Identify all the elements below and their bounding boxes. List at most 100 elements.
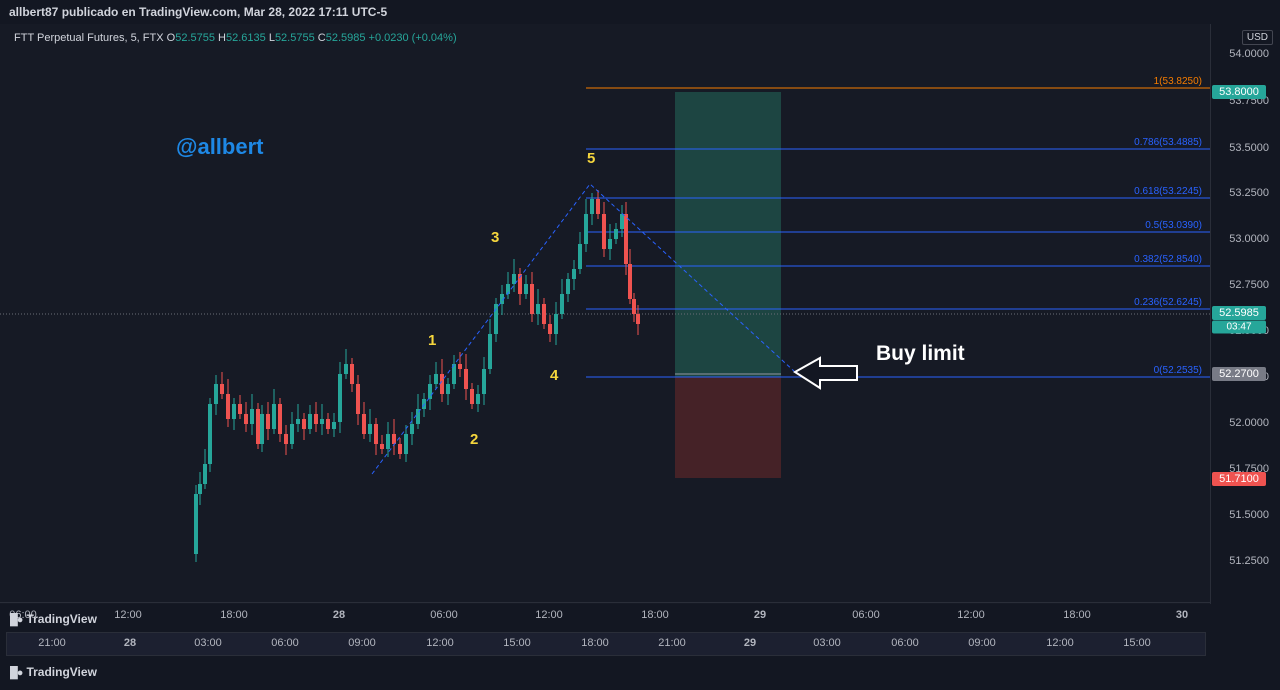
buy-arrow-icon (793, 356, 858, 390)
change-value: +0.0230 (+0.04%) (368, 32, 457, 44)
candle-body (458, 364, 462, 369)
target-zone (675, 92, 781, 377)
candle-body (446, 384, 450, 394)
nav-tick: 15:00 (503, 637, 531, 649)
open-label: O (166, 32, 176, 44)
candle-body (518, 274, 522, 294)
nav-tick: 06:00 (891, 637, 919, 649)
candle-body (464, 369, 468, 389)
wave-label-4: 4 (550, 367, 559, 384)
candle-body (260, 414, 264, 444)
candle-body (272, 404, 276, 429)
chart-pane[interactable]: FTT Perpetual Futures, 5, FTX O52.5755 H… (0, 24, 1280, 621)
low-value: 52.5755 (274, 32, 315, 44)
candle-body (220, 384, 224, 394)
candle-body (308, 414, 312, 429)
navigator-timeline[interactable]: 21:00 28 03:00 06:00 09:00 12:00 15:00 1… (6, 632, 1206, 656)
bar-countdown: 03:47 (1212, 320, 1266, 334)
price-chart-canvas[interactable] (0, 24, 1210, 580)
candle-body (356, 384, 360, 414)
ohlc-legend: FTT Perpetual Futures, 5, FTX O52.5755 H… (14, 32, 457, 44)
candle-body (296, 419, 300, 424)
candle-body (512, 274, 516, 284)
tradingview-footer-logo[interactable]: █● TradingView (10, 665, 97, 679)
fib-label-05: 0.5(53.0390) (1145, 220, 1202, 231)
nav-tick: 29 (743, 637, 757, 649)
candle-body (226, 394, 230, 419)
candle-body (614, 229, 618, 239)
candle-body (398, 444, 402, 454)
candle-body (624, 214, 628, 264)
candle-body (488, 334, 492, 369)
candle-body (250, 409, 254, 424)
stop-price-tag: 51.7100 (1212, 472, 1266, 486)
candle-body (470, 389, 474, 404)
candle-body (428, 384, 432, 399)
nav-tick: 03:00 (813, 637, 841, 649)
nav-tick: 09:00 (968, 637, 996, 649)
candle-body (524, 284, 528, 294)
candle-body (314, 414, 318, 424)
candle-body (320, 419, 324, 424)
price-tick: 53.0000 (1229, 233, 1269, 245)
wave-label-2: 2 (470, 431, 479, 448)
currency-button[interactable]: USD (1241, 30, 1273, 45)
time-tick: 06:00 (852, 609, 880, 621)
candle-body (374, 424, 378, 444)
candle-body (302, 419, 306, 429)
price-tick: 51.2500 (1229, 555, 1269, 567)
tradingview-logo[interactable]: █● TradingView (10, 612, 97, 626)
fib-label-1: 1(53.8250) (1153, 76, 1202, 87)
nav-tick: 18:00 (581, 637, 609, 649)
stop-zone (675, 377, 781, 478)
candle-body (326, 419, 330, 429)
nav-tick: 15:00 (1123, 637, 1151, 649)
time-tick: 18:00 (641, 609, 669, 621)
time-tick: 06:00 (430, 609, 458, 621)
candle-body (494, 304, 498, 334)
candle-body (548, 324, 552, 334)
time-tick: 12:00 (957, 609, 985, 621)
time-tick: 28 (332, 609, 346, 621)
price-tick: 52.0000 (1229, 417, 1269, 429)
fib-label-0786: 0.786(53.4885) (1134, 137, 1202, 148)
candle-body (452, 364, 456, 384)
candle-body (350, 364, 354, 384)
candle-body (232, 404, 236, 419)
open-value: 52.5755 (175, 32, 215, 44)
elliott-wave-line (371, 183, 796, 475)
candle-body (338, 374, 342, 422)
nav-tick: 09:00 (348, 637, 376, 649)
close-value: 52.5985 (325, 32, 366, 44)
candle-body (214, 384, 218, 404)
candle-body (368, 424, 372, 434)
candle-body (244, 414, 248, 424)
fib-label-0382: 0.382(52.8540) (1134, 254, 1202, 265)
buy-limit-label: Buy limit (876, 342, 965, 365)
candle-body (362, 414, 366, 434)
time-tick: 12:00 (535, 609, 563, 621)
candle-body (284, 434, 288, 444)
high-label: H (218, 32, 226, 44)
candle-body (278, 404, 282, 434)
publish-header: allbert87 publicado en TradingView.com, … (0, 0, 1280, 24)
target-price-tag: 53.8000 (1212, 85, 1266, 99)
candle-body (476, 394, 480, 404)
candle-body (266, 414, 270, 429)
nav-tick: 06:00 (271, 637, 299, 649)
candle-body (572, 269, 576, 279)
candle-body (602, 214, 606, 249)
candle-body (416, 409, 420, 424)
time-axis[interactable]: 06:00 12:00 18:00 28 06:00 12:00 18:00 2… (0, 602, 1210, 627)
nav-tick: 21:00 (38, 637, 66, 649)
fib-label-0236: 0.236(52.6245) (1134, 297, 1202, 308)
candle-body (392, 434, 396, 444)
price-tick: 54.0000 (1229, 48, 1269, 60)
nav-tick: 03:00 (194, 637, 222, 649)
symbol-label[interactable]: FTT Perpetual Futures, 5, FTX (14, 32, 164, 44)
tradingview-text: TradingView (26, 665, 97, 679)
candle-body (620, 214, 624, 229)
candle-body (596, 199, 600, 214)
tradingview-text: TradingView (26, 612, 97, 626)
price-tick: 52.7500 (1229, 279, 1269, 291)
